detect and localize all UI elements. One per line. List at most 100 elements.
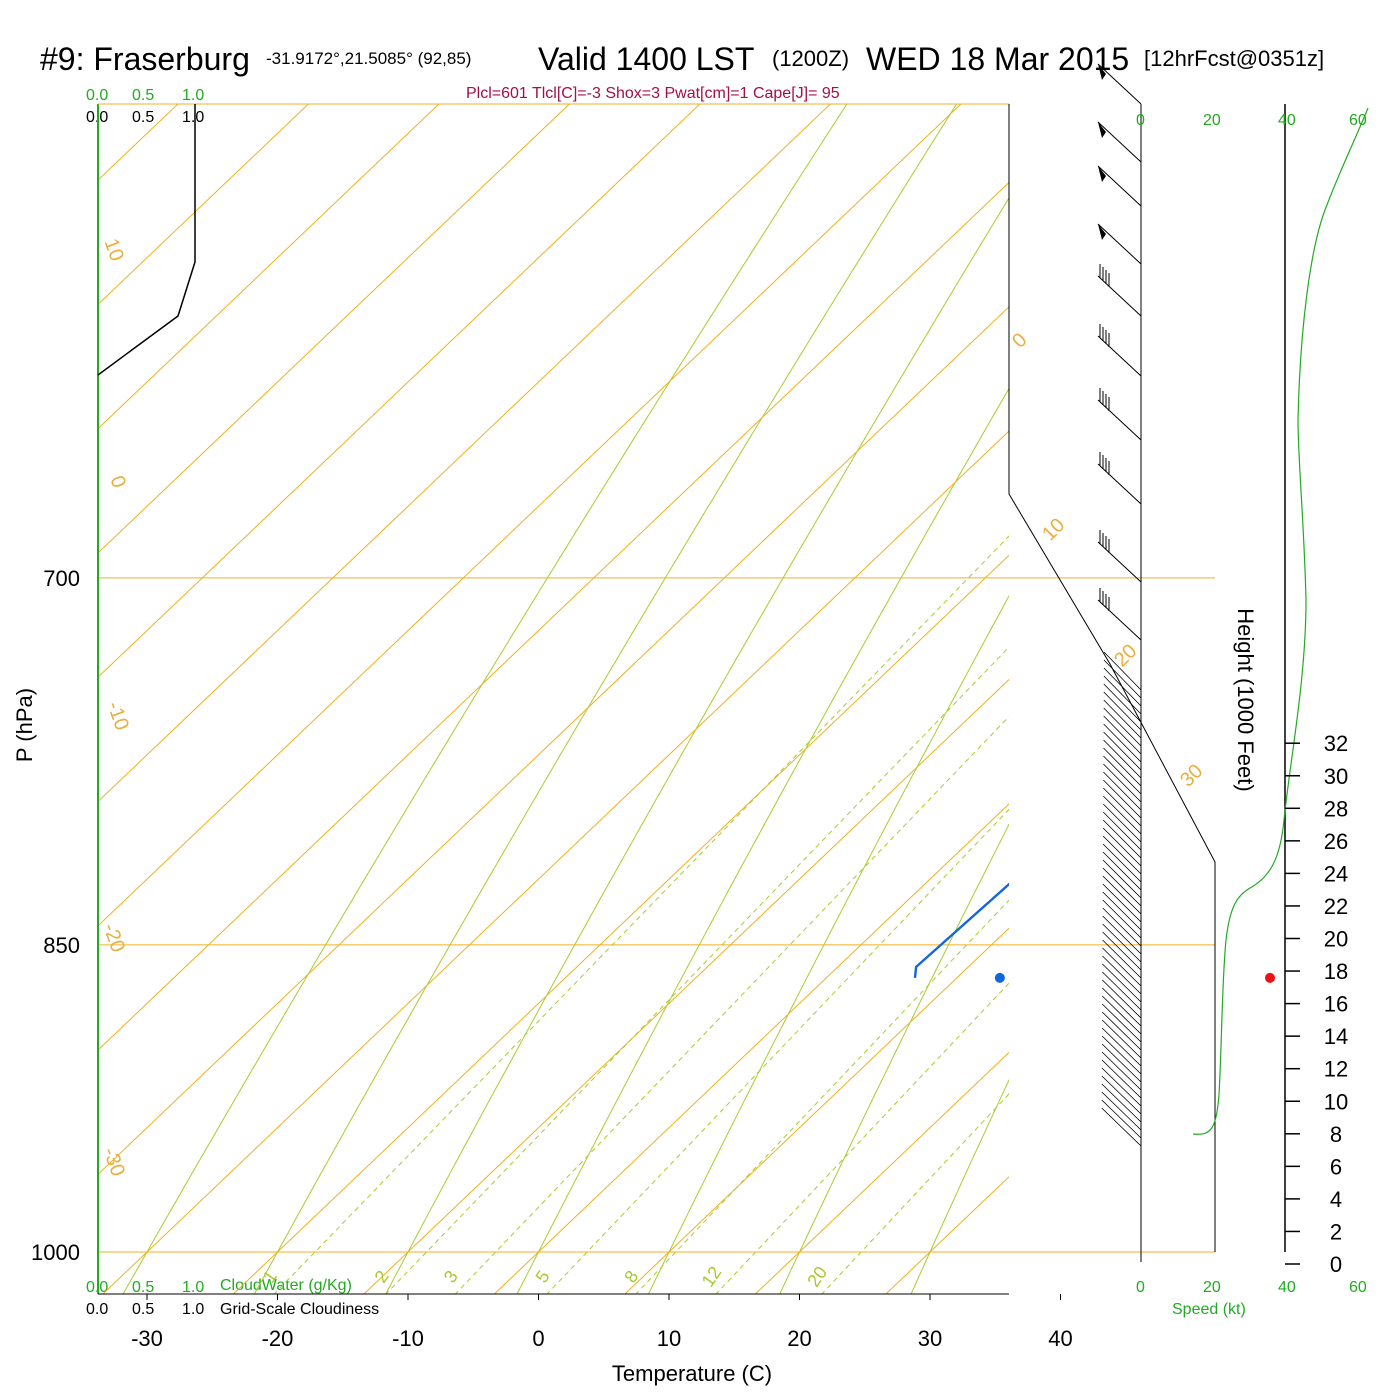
wind-barb-staff (1102, 907, 1142, 947)
temperature-tick-label: -10 (392, 1326, 424, 1351)
speed-bottom-40: 40 (1278, 1279, 1296, 1296)
temperature-tick-label: 20 (787, 1326, 811, 1351)
dry-adiabat-line (1168, 0, 1400, 1308)
wind-barb-pennant (1098, 166, 1106, 182)
wind-barb-staff (1102, 883, 1142, 923)
wind-barb-panel (1008, 63, 1216, 1262)
wind-barb-staff (1102, 899, 1142, 939)
wind-barb-staff (1102, 843, 1142, 883)
stability-indices: Plcl=601 Tlcl[C]=-3 Shox=3 Pwat[cm]=1 Ca… (466, 85, 840, 102)
wind-barb-staff (1102, 803, 1142, 843)
mixing-ratio-line (385, 646, 1009, 1294)
temperature-tick-label: 30 (918, 1326, 942, 1351)
wind-barb-staff (1097, 335, 1142, 377)
wind-barb-staff (1101, 1051, 1142, 1091)
wind-barb-staff (1101, 1027, 1142, 1067)
mixing-ratio-line (715, 982, 1009, 1294)
isotherm-line (754, 1051, 1009, 1294)
isotherm-line (363, 678, 1009, 1294)
wind-barb-staff (1102, 947, 1142, 987)
wind-barb-pennant (1098, 122, 1106, 138)
temperature-ticks: -30 -20 -10 0 10 20 30 40 (131, 1294, 1073, 1351)
isotherm-line (98, 104, 962, 927)
wind-panel-border (1008, 104, 1216, 1252)
wind-barb-staff (1102, 811, 1142, 851)
y-axis-label: P (hPa) (12, 688, 37, 762)
cloud-top-green-0: 0.0 (86, 87, 108, 104)
cloudiness-profile (97, 104, 196, 376)
isotherm-line (0, 0, 1400, 1308)
speed-bottom-0: 0 (1136, 1279, 1145, 1296)
dry-adiabat-line (122, 104, 848, 1294)
isotherm-line (98, 104, 832, 803)
wind-barb-staff (1097, 399, 1142, 441)
pressure-tick-label: 1000 (31, 1240, 80, 1265)
wind-barb-staff (1101, 1019, 1142, 1059)
wind-barb-staff (1103, 699, 1142, 739)
cloud-bottom-black-1: 0.5 (132, 1301, 154, 1318)
wind-barb-staff (1102, 859, 1142, 899)
mixing-ratio-label: 5 (531, 1267, 553, 1287)
cloudwater-label: CloudWater (g/Kg) (220, 1277, 352, 1294)
speed-bottom-20: 20 (1203, 1279, 1221, 1296)
speed-axis-bottom: 0 20 40 60 Speed (kt) (1136, 1279, 1367, 1318)
cloud-scale-top: 0.0 0.5 1.0 0.0 0.5 1.0 (86, 87, 204, 126)
station-coords: -31.9172°,21.5085° (92,85) (266, 49, 471, 68)
isotherm-line (493, 803, 1009, 1294)
wind-barb-staff (1102, 851, 1142, 891)
isotherm-line (232, 554, 1009, 1294)
mixing-ratio-line (273, 535, 1009, 1294)
wind-barb-staff (1102, 963, 1142, 1003)
wind-barb-staff (1102, 955, 1142, 995)
dry-adiabat-line (385, 196, 1009, 1294)
height-tick-label: 16 (1324, 992, 1348, 1017)
wind-barb-staff (1103, 659, 1142, 699)
cloud-scale-bottom: 0.0 0.5 1.0 CloudWater (g/Kg) 0.0 0.5 1.… (86, 1277, 379, 1318)
wind-barb-staff (1101, 1043, 1142, 1083)
wind-barb-staff (1103, 723, 1142, 763)
height-tick-label: 22 (1324, 894, 1348, 919)
surface-points (994, 972, 1276, 983)
wind-barb-staff (1101, 1067, 1142, 1107)
dry-adiabat-line (779, 823, 1009, 1294)
pressure-tick-label: 850 (43, 933, 80, 958)
wind-barb-staff (1101, 1059, 1142, 1099)
speed-top-60: 60 (1349, 112, 1367, 129)
wind-barb-staff (1102, 979, 1142, 1019)
dry-adiabat-line (516, 387, 1009, 1294)
surface-temperature-dot (1265, 972, 1276, 983)
cloud-bottom-green-1: 0.5 (132, 1279, 154, 1296)
wind-barb-staff (1101, 1083, 1142, 1123)
zulu-time: (1200Z) (772, 46, 849, 71)
wind-barb-staff (1097, 223, 1142, 265)
cloud-bottom-black-0: 0.0 (86, 1301, 108, 1318)
height-tick-label: 14 (1324, 1024, 1348, 1049)
wind-barb-staff (1101, 995, 1142, 1035)
pressure-lines (98, 577, 1215, 1253)
height-tick-label: 4 (1330, 1187, 1342, 1212)
wind-barb-staff (1101, 1075, 1142, 1115)
wind-barb-staff (1097, 541, 1142, 583)
wind-barb-staff (1102, 931, 1142, 971)
isotherm-line (98, 104, 571, 554)
isotherm-label: 10 (99, 236, 127, 264)
wind-barb-staff (1102, 891, 1142, 931)
wind-barb-staff (1102, 939, 1142, 979)
isotherm-label: 0 (105, 473, 129, 491)
mixing-ratio-label: 8 (620, 1267, 642, 1287)
height-tick-label: 6 (1330, 1154, 1342, 1179)
height-tick-label: 26 (1324, 829, 1348, 854)
wind-barb-staff (1101, 1091, 1142, 1131)
wind-barb-staff (1097, 463, 1142, 505)
cloud-bottom-black-2: 1.0 (182, 1301, 204, 1318)
dry-adiabat-line (253, 104, 958, 1294)
temperature-tick-label: 10 (657, 1326, 681, 1351)
wind-barb-staff (1101, 1107, 1142, 1147)
dry-adiabats (122, 0, 1400, 1308)
wind-barb-staff (1101, 1035, 1142, 1075)
mixing-ratio-line (635, 899, 1009, 1294)
cloudiness-label: Grid-Scale Cloudiness (220, 1301, 379, 1318)
isotherm-label: 10 (1038, 514, 1069, 545)
mixing-ratio-lines (273, 535, 1009, 1294)
